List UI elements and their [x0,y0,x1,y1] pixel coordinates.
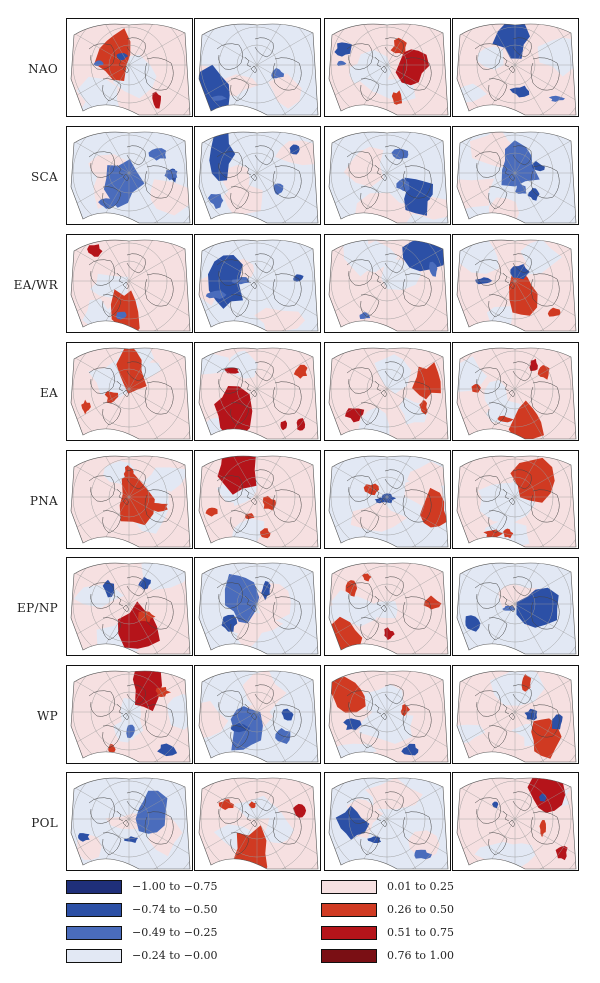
correlation-map [328,239,449,332]
map-panel [324,18,451,117]
correlation-map [456,23,577,116]
map-panel [452,18,579,117]
legend-swatch [321,949,377,963]
correlation-map [198,131,319,224]
correlation-map [198,562,319,655]
correlation-map [328,347,449,440]
map-panel [452,234,579,333]
legend-swatch [321,926,377,940]
correlation-map [70,777,191,870]
map-panel [324,234,451,333]
correlation-map [456,347,577,440]
correlation-map [70,131,191,224]
map-panel [66,557,193,656]
row-label-sca: SCA [31,170,58,184]
map-panel [324,126,451,225]
map-panel [194,342,321,441]
map-panel [452,665,579,764]
map-panel [66,342,193,441]
correlation-map [198,670,319,763]
correlation-map [70,562,191,655]
correlation-map [70,239,191,332]
correlation-map [70,23,191,116]
row-label-eawr: EA/WR [13,278,58,292]
legend-swatch [66,926,122,940]
row-label-pol: POL [31,816,58,830]
map-panel [66,18,193,117]
correlation-map [70,670,191,763]
legend-label: −0.24 to −0.00 [132,949,218,962]
map-panel [452,557,579,656]
row-label-wp: WP [36,709,58,723]
map-panel [66,665,193,764]
legend-swatch [66,949,122,963]
correlation-map [198,23,319,116]
map-panel [66,450,193,549]
correlation-map [70,455,191,548]
map-panel [66,772,193,871]
correlation-map [198,455,319,548]
correlation-map [198,347,319,440]
map-panel [324,450,451,549]
correlation-map [456,562,577,655]
map-panel [324,557,451,656]
correlation-map [328,562,449,655]
map-panel [194,450,321,549]
correlation-map [456,777,577,870]
map-panel [66,234,193,333]
legend-label: 0.01 to 0.25 [387,880,455,893]
map-panel [194,665,321,764]
legend-label: 0.51 to 0.75 [387,926,455,939]
legend-label: 0.76 to 1.00 [387,949,455,962]
correlation-map [328,23,449,116]
legend-swatch [66,880,122,894]
correlation-map [198,239,319,332]
map-panel [194,234,321,333]
correlation-map [70,347,191,440]
map-panel [194,18,321,117]
map-panel [194,557,321,656]
correlation-map [328,777,449,870]
map-panel [324,342,451,441]
map-panel [194,772,321,871]
row-label-ea: EA [39,386,58,400]
row-label-nao: NAO [28,62,58,76]
correlation-map [328,131,449,224]
legend-label: −1.00 to −0.75 [132,880,218,893]
map-panel [324,772,451,871]
map-panel [66,126,193,225]
legend-swatch [321,903,377,917]
map-panel [324,665,451,764]
legend-label: −0.49 to −0.25 [132,926,218,939]
correlation-map [456,455,577,548]
legend-label: 0.26 to 0.50 [387,903,455,916]
correlation-map [456,131,577,224]
correlation-map [456,239,577,332]
row-label-pna: PNA [29,494,58,508]
map-panel [452,450,579,549]
correlation-map [328,455,449,548]
legend-swatch [321,880,377,894]
map-panel [452,342,579,441]
row-label-epnp: EP/NP [17,601,58,615]
legend-swatch [66,903,122,917]
correlation-map [328,670,449,763]
correlation-map [456,670,577,763]
map-panel [452,772,579,871]
map-panel [194,126,321,225]
legend-label: −0.74 to −0.50 [132,903,218,916]
map-panel [452,126,579,225]
correlation-map [198,777,319,870]
